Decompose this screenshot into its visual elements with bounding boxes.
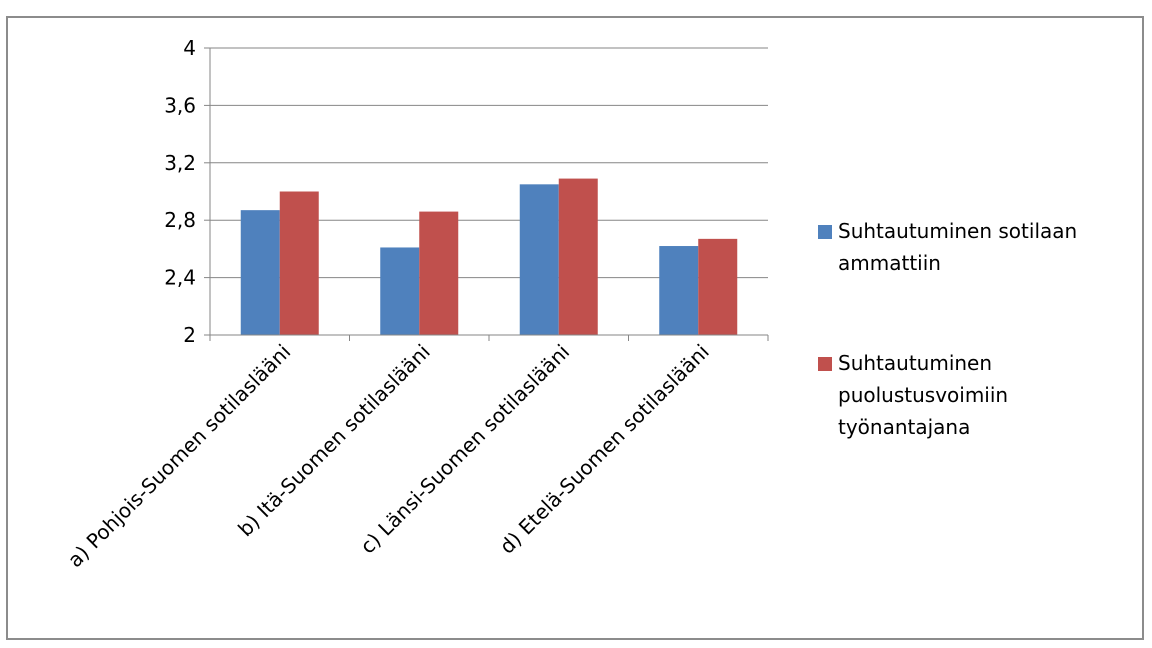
- bar-series-1-4: [659, 246, 699, 335]
- legend-swatch: [818, 357, 832, 371]
- bar-series-1-3: [519, 184, 559, 335]
- y-tick-label: 2: [183, 323, 196, 347]
- axes: [204, 47, 769, 341]
- bar-series-1-1: [240, 210, 280, 335]
- legend-swatch: [818, 225, 832, 239]
- y-tick-label: 4: [183, 36, 196, 60]
- y-tick-label: 3,2: [164, 151, 196, 175]
- y-tick-labels: 2 2,4 2,8 3,2 3,6 4: [164, 36, 196, 347]
- x-tick-label: a) Pohjois-Suomen sotilaslääni: [63, 340, 295, 572]
- bar-series-2-4: [698, 238, 738, 335]
- bar-series-2-3: [558, 178, 598, 335]
- bar-series-2-2: [419, 211, 459, 335]
- y-tick-label: 2,8: [164, 208, 196, 232]
- legend-label: Suhtautuminen: [838, 351, 992, 375]
- y-tick-label: 3,6: [164, 93, 196, 117]
- legend: Suhtautuminen sotilaan ammattiin Suhtautum…: [818, 219, 1077, 439]
- legend-label: puolustusvoimiin: [838, 383, 1008, 407]
- legend-label: Suhtautuminen sotilaan: [838, 219, 1077, 243]
- legend-label: työnantajana: [838, 415, 970, 439]
- bar-series-2-1: [279, 191, 319, 335]
- y-tick-label: 2,4: [164, 266, 196, 290]
- bar-series-1-2: [380, 247, 420, 335]
- legend-label: ammattiin: [838, 251, 941, 275]
- bars: [240, 178, 738, 335]
